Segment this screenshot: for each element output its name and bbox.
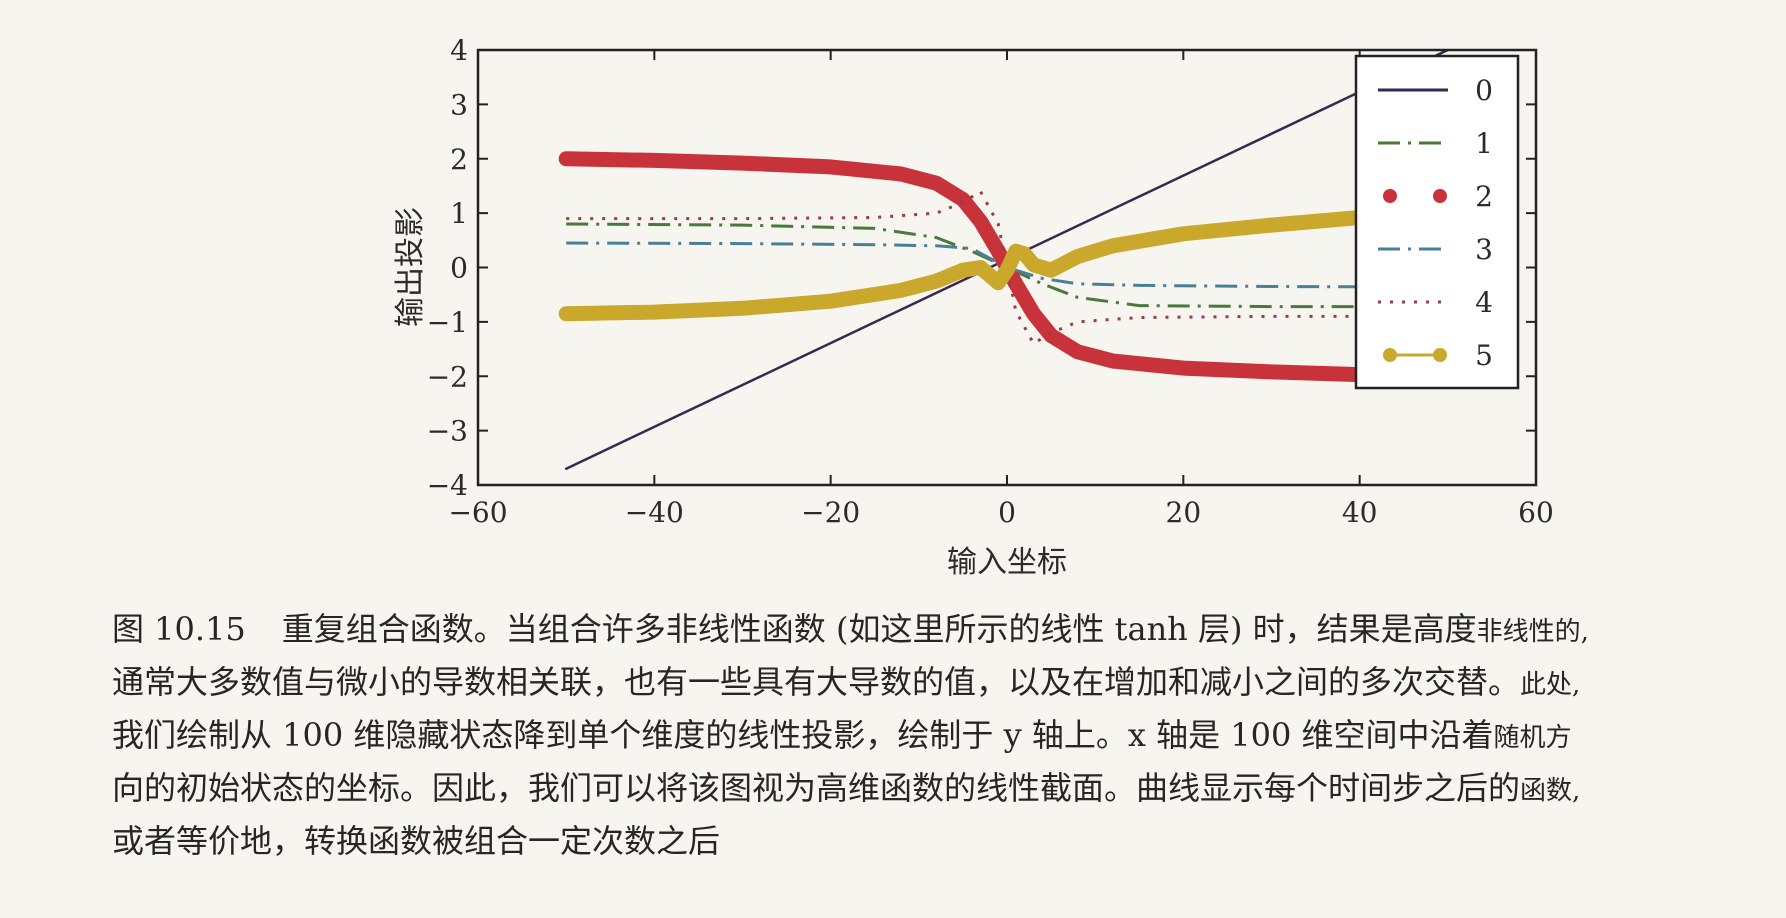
legend-label: 1 xyxy=(1475,127,1493,160)
caption-line: 图 10.15 重复组合函数。当组合许多非线性函数 (如这里所示的线性 tanh … xyxy=(112,604,1772,657)
y-tick-label: −4 xyxy=(427,469,468,502)
legend-box xyxy=(1354,54,1520,390)
y-tick-label: 1 xyxy=(450,197,468,230)
x-tick-label: −40 xyxy=(625,496,684,529)
y-tick-label: 4 xyxy=(450,34,468,67)
caption-text-small: 此处, xyxy=(1520,670,1581,700)
x-tick-label: −20 xyxy=(801,496,860,529)
y-tick-label: 0 xyxy=(450,252,468,285)
legend-label: 3 xyxy=(1475,233,1493,266)
legend: 0 1 2 3 4 5 xyxy=(1354,54,1520,390)
caption-text-small: 函数, xyxy=(1520,776,1581,806)
series-3-line xyxy=(566,241,1448,289)
caption-line: 向的初始状态的坐标。因此，我们可以将该图视为高维函数的线性截面。曲线显示每个时间… xyxy=(112,763,1772,816)
y-tick-label: −2 xyxy=(427,360,468,393)
legend-label: 2 xyxy=(1475,180,1493,213)
caption-text-small: 随机方 xyxy=(1493,723,1572,753)
caption-line: 或者等价地，转换函数被组合一定次数之后 xyxy=(112,816,1772,866)
x-tick-label: −60 xyxy=(448,496,507,529)
figure-caption: 图 10.15 重复组合函数。当组合许多非线性函数 (如这里所示的线性 tanh … xyxy=(112,604,1772,866)
caption-text-small: 非线性的, xyxy=(1476,617,1589,647)
caption-text: 向的初始状态的坐标。因此，我们可以将该图视为高维函数的线性截面。曲线显示每个时间… xyxy=(112,769,1521,807)
y-tick-label: −3 xyxy=(427,415,468,448)
x-axis-label: 输入坐标 xyxy=(947,545,1067,580)
caption-text: 或者等价地，转换函数被组合一定次数之后 xyxy=(112,822,721,860)
legend-label: 0 xyxy=(1475,74,1493,107)
figure-number: 图 10.15 xyxy=(112,610,246,648)
y-tick-label: −1 xyxy=(427,306,468,339)
caption-line: 我们绘制从 100 维隐藏状态降到单个维度的线性投影，绘制于 y 轴上。x 轴是… xyxy=(112,710,1772,763)
y-tick-label: 3 xyxy=(450,88,468,121)
series-5-line xyxy=(558,205,1456,322)
x-tick-label: 0 xyxy=(998,496,1016,529)
legend-label: 4 xyxy=(1475,286,1493,319)
legend-marker xyxy=(1383,189,1397,203)
legend-marker xyxy=(1433,189,1447,203)
series-1-line xyxy=(566,222,1448,309)
legend-marker xyxy=(1383,348,1397,362)
caption-text: 我们绘制从 100 维隐藏状态降到单个维度的线性投影，绘制于 y 轴上。x 轴是… xyxy=(112,716,1494,754)
legend-label: 5 xyxy=(1475,339,1493,372)
y-tick-label: 2 xyxy=(450,143,468,176)
x-tick-label: 20 xyxy=(1166,496,1202,529)
caption-line: 通常大多数值与微小的导数相关联，也有一些具有大导数的值，以及在增加和减小之间的多… xyxy=(112,657,1772,710)
caption-text: 通常大多数值与微小的导数相关联，也有一些具有大导数的值，以及在增加和减小之间的多… xyxy=(112,663,1521,701)
caption-text: 重复组合函数。当组合许多非线性函数 (如这里所示的线性 tanh 层) 时，结果… xyxy=(281,610,1477,648)
legend-marker xyxy=(1433,348,1447,362)
x-tick-label: 40 xyxy=(1342,496,1378,529)
x-tick-label: 60 xyxy=(1518,496,1554,529)
series-4-line xyxy=(566,189,1448,346)
y-axis-label: 输出投影 xyxy=(393,207,428,327)
